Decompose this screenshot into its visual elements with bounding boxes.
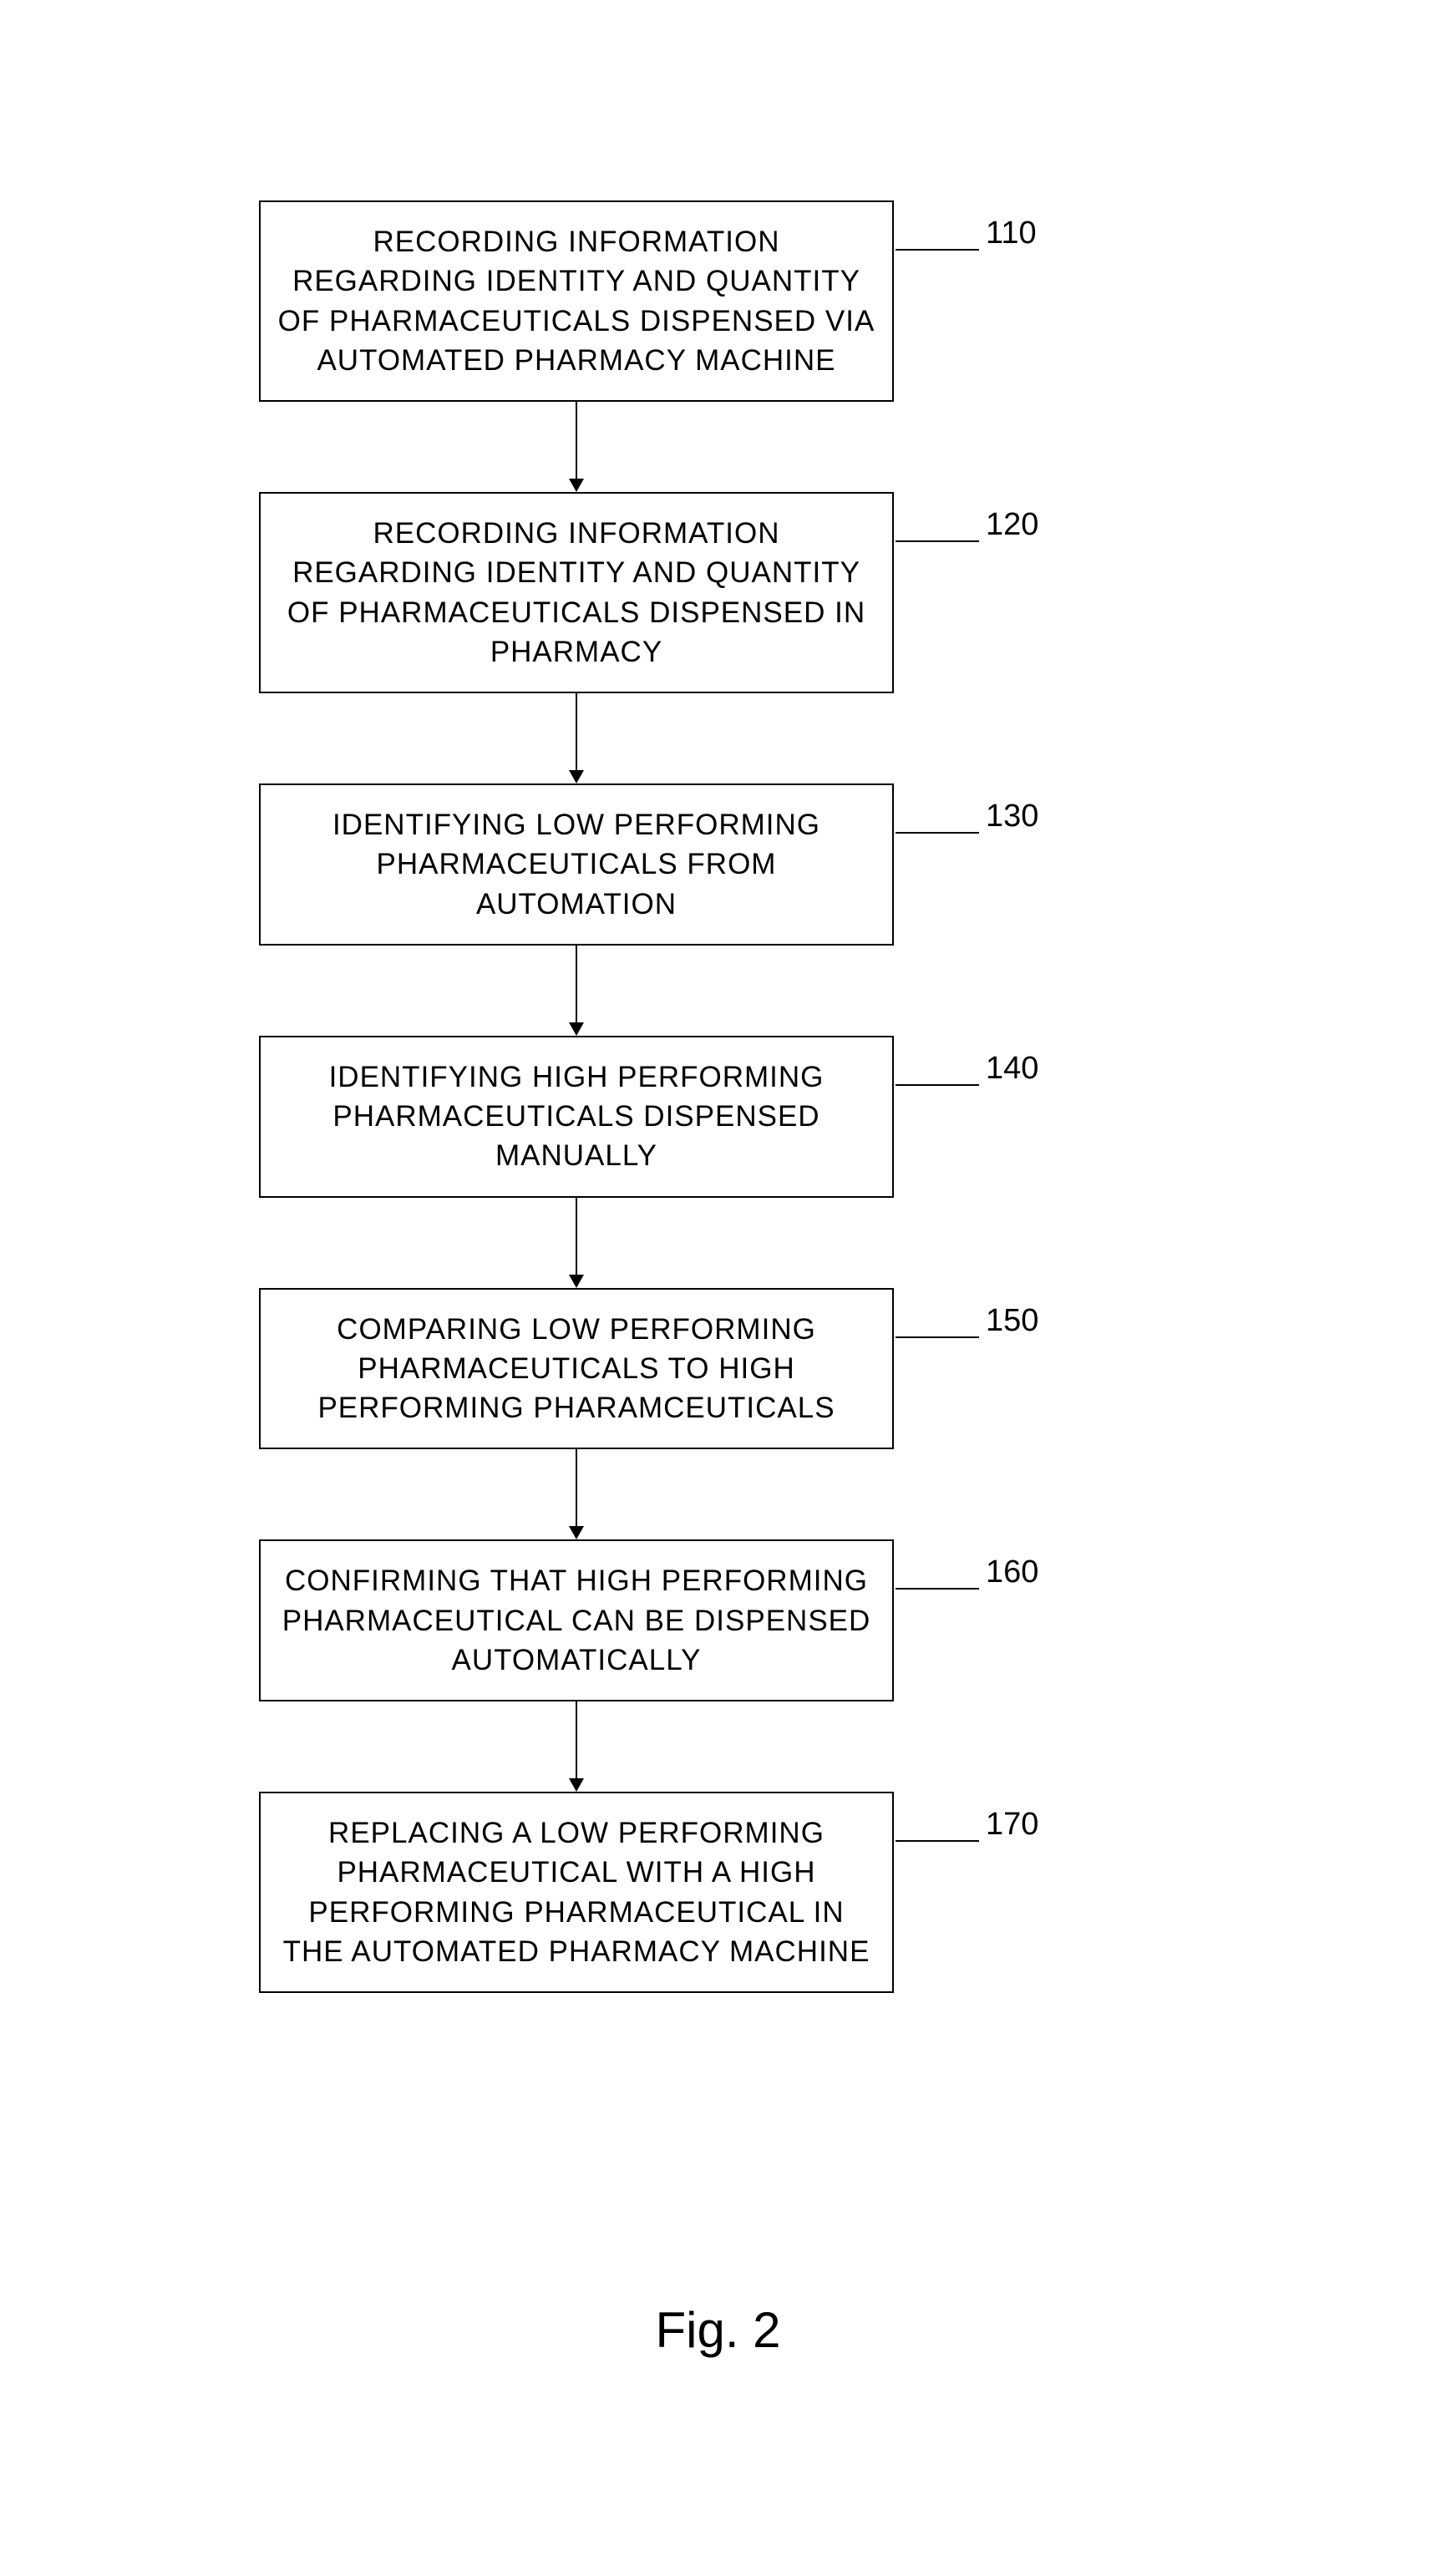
- flow-node-box: IDENTIFYING LOW PERFORMING PHARMACEUTICA…: [259, 783, 894, 946]
- ref-leader-line: [896, 249, 979, 251]
- ref-number: 110: [986, 216, 1037, 251]
- page: RECORDING INFORMATION REGARDING IDENTITY…: [0, 0, 1436, 2576]
- flow-node-box: REPLACING A LOW PERFORMING PHARMACEUTICA…: [259, 1792, 894, 1993]
- figure-caption: Fig. 2: [0, 2301, 1436, 2359]
- ref-number: 160: [986, 1554, 1038, 1590]
- ref-leader-line: [896, 1336, 979, 1338]
- ref-number: 170: [986, 1807, 1038, 1843]
- ref-leader-line: [896, 1840, 979, 1842]
- flow-node-n160: CONFIRMING THAT HIGH PERFORMING PHARMACE…: [259, 1539, 1178, 1701]
- flow-node-box: RECORDING INFORMATION REGARDING IDENTITY…: [259, 200, 894, 402]
- ref-number: 120: [986, 507, 1038, 543]
- flow-node-n120: RECORDING INFORMATION REGARDING IDENTITY…: [259, 492, 1178, 693]
- flow-node-n130: IDENTIFYING LOW PERFORMING PHARMACEUTICA…: [259, 783, 1178, 946]
- flow-arrow: [259, 402, 894, 492]
- ref-leader-line: [896, 540, 979, 542]
- flow-node-n150: COMPARING LOW PERFORMING PHARMACEUTICALS…: [259, 1288, 1178, 1450]
- ref-number: 140: [986, 1051, 1038, 1087]
- flow-arrow: [259, 1449, 894, 1539]
- flow-arrow: [259, 1198, 894, 1288]
- flow-arrow: [259, 1701, 894, 1792]
- flow-node-n110: RECORDING INFORMATION REGARDING IDENTITY…: [259, 200, 1178, 402]
- flow-node-box: CONFIRMING THAT HIGH PERFORMING PHARMACE…: [259, 1539, 894, 1701]
- ref-number: 130: [986, 799, 1038, 834]
- flow-arrow: [259, 946, 894, 1036]
- flow-node-box: RECORDING INFORMATION REGARDING IDENTITY…: [259, 492, 894, 693]
- flowchart: RECORDING INFORMATION REGARDING IDENTITY…: [259, 200, 1178, 1993]
- ref-leader-line: [896, 1084, 979, 1086]
- ref-number: 150: [986, 1303, 1038, 1339]
- ref-leader-line: [896, 832, 979, 834]
- flow-node-box: COMPARING LOW PERFORMING PHARMACEUTICALS…: [259, 1288, 894, 1450]
- flow-node-box: IDENTIFYING HIGH PERFORMING PHARMACEUTIC…: [259, 1036, 894, 1198]
- flow-node-n170: REPLACING A LOW PERFORMING PHARMACEUTICA…: [259, 1792, 1178, 1993]
- flow-node-n140: IDENTIFYING HIGH PERFORMING PHARMACEUTIC…: [259, 1036, 1178, 1198]
- flow-arrow: [259, 693, 894, 783]
- ref-leader-line: [896, 1588, 979, 1590]
